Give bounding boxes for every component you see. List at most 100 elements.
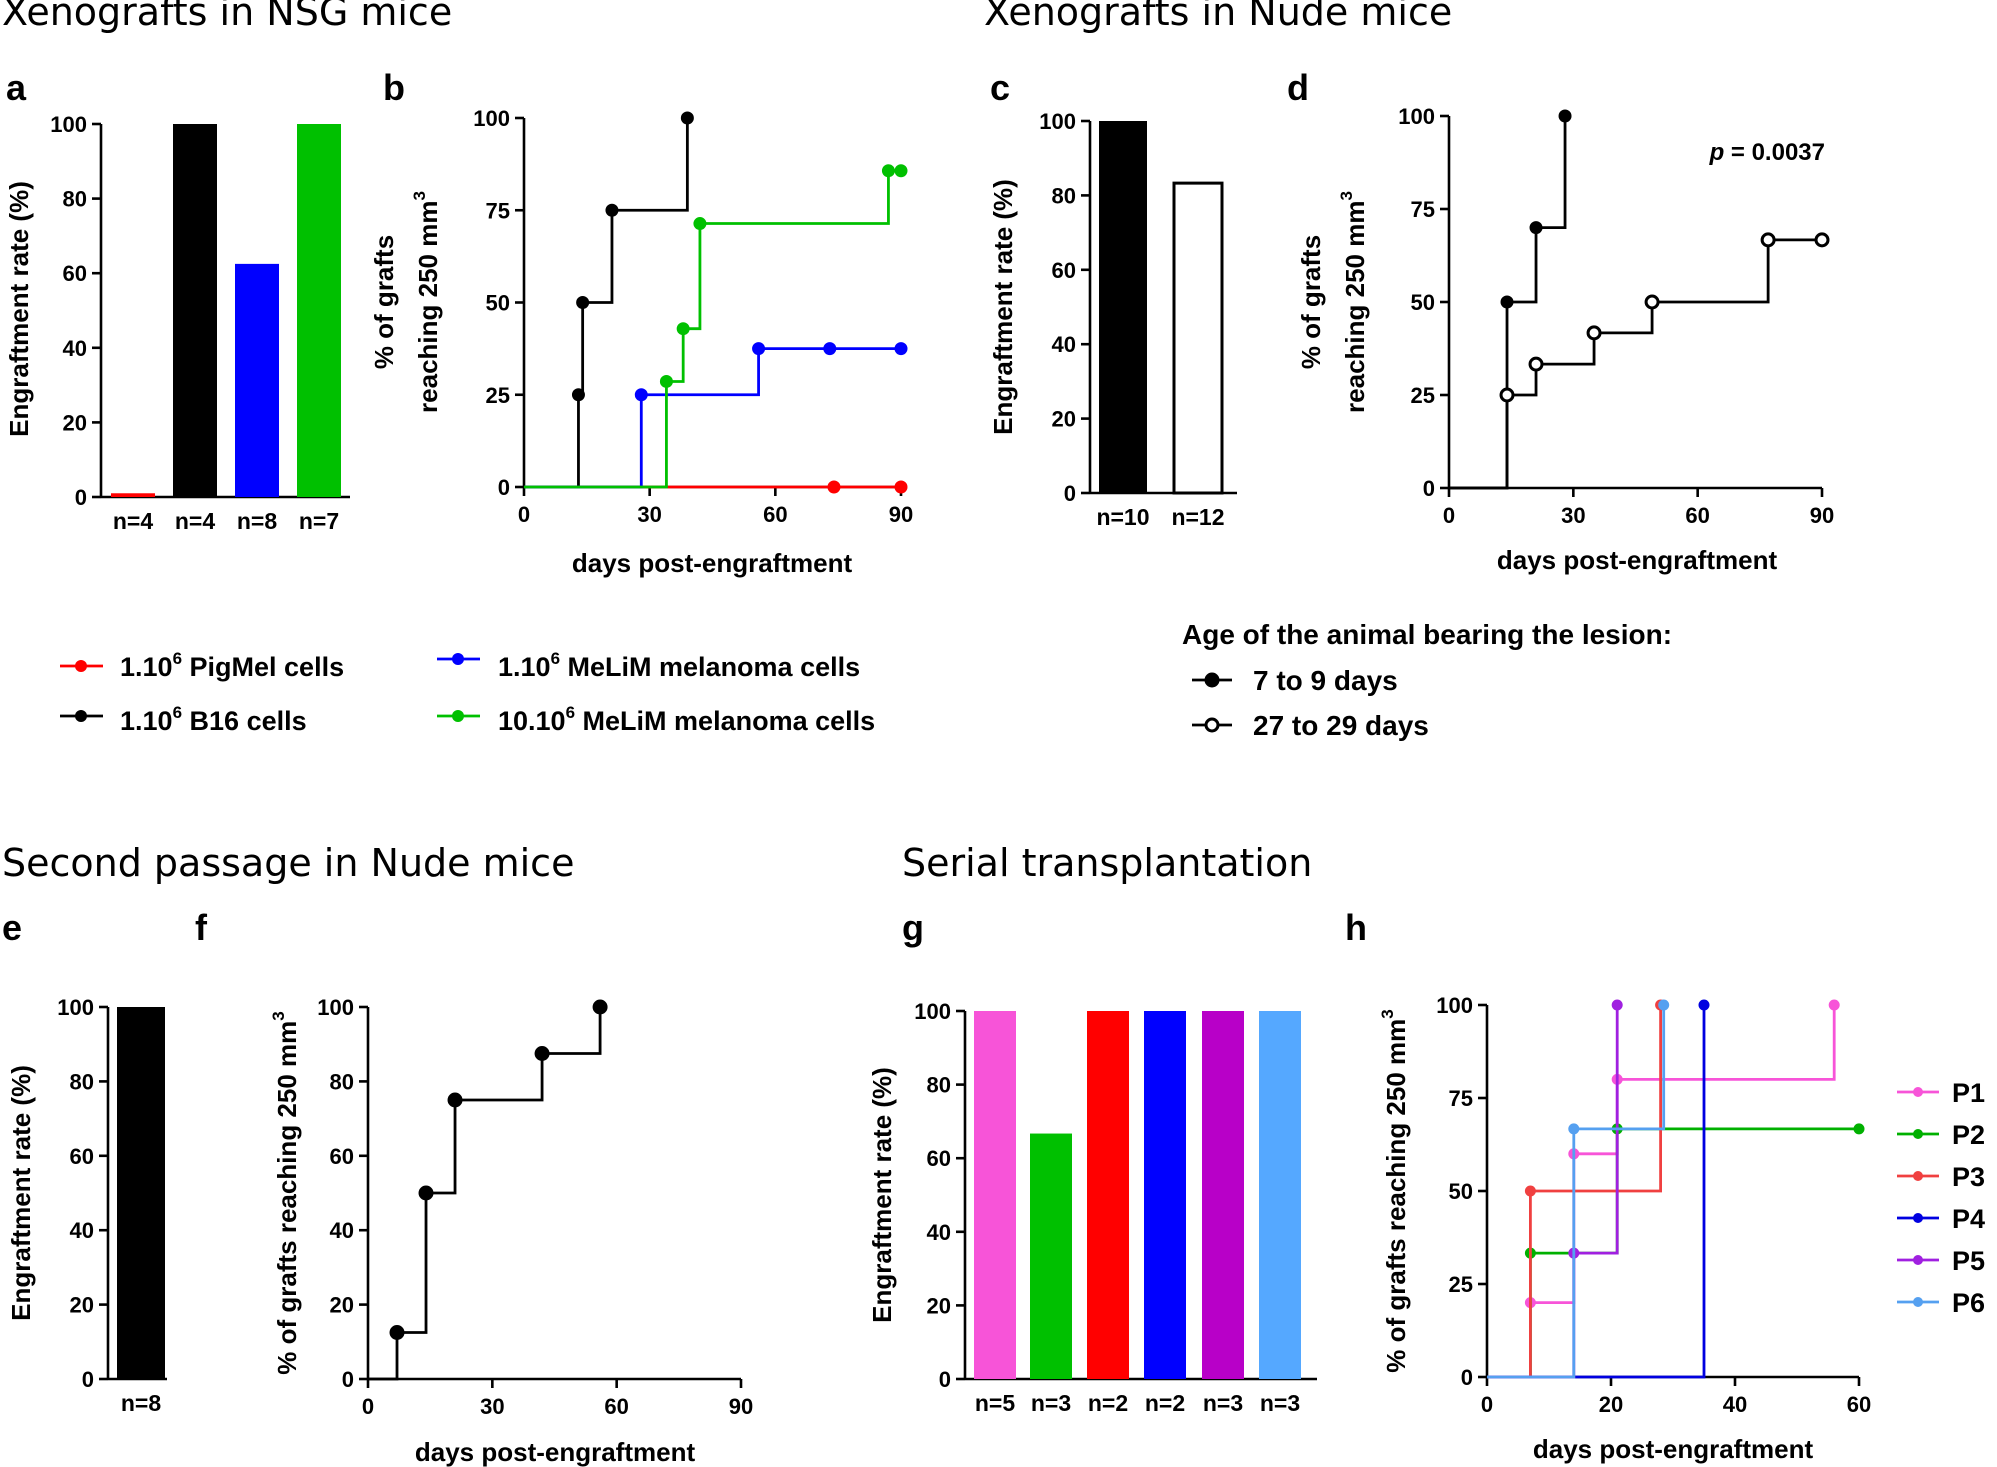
bar-4 — [297, 124, 341, 497]
y-tick-label: 60 — [330, 1144, 354, 1169]
panel-label-g: g — [902, 907, 924, 948]
data-point — [1814, 232, 1830, 248]
y-axis-label: Engraftment rate (%) — [6, 1065, 36, 1321]
bar-n-label: n=3 — [1203, 1390, 1243, 1416]
data-point — [447, 1092, 463, 1108]
section-title-serial: Serial transplantation — [902, 841, 1312, 885]
data-point — [605, 203, 619, 217]
data-point — [534, 1046, 550, 1061]
y-tick-label: 25 — [1449, 1272, 1473, 1297]
y-tick-label: 0 — [1423, 476, 1435, 501]
series-line — [524, 169, 901, 489]
data-point — [389, 1325, 405, 1340]
y-axis-label-line2: reaching 250 mm3 — [410, 191, 443, 413]
y-tick-label: 60 — [1052, 258, 1076, 283]
x-tick-label: 0 — [518, 502, 530, 527]
legend-label: 1.106 PigMel cells — [120, 649, 344, 682]
y-tick-label: 60 — [927, 1146, 951, 1171]
data-point — [894, 342, 908, 356]
legend-label: P4 — [1952, 1204, 1985, 1234]
data-point — [576, 296, 590, 309]
series-27 to 29 days — [1449, 232, 1830, 490]
data-point — [634, 388, 648, 402]
data-point — [1853, 1123, 1865, 1135]
y-tick-label: 20 — [330, 1293, 354, 1318]
bar-n-label: n=5 — [975, 1390, 1015, 1416]
data-point — [1658, 999, 1670, 1011]
bar-n-label: n=2 — [1145, 1390, 1185, 1416]
y-tick-label: 0 — [1064, 481, 1076, 506]
bar-2 — [173, 124, 217, 497]
y-tick-label: 80 — [330, 1069, 354, 1094]
y-tick-label: 100 — [1436, 993, 1473, 1018]
legend-label: P1 — [1952, 1078, 1985, 1108]
x-tick-label: 40 — [1723, 1392, 1747, 1417]
legend-marker — [75, 660, 87, 672]
data-point — [1499, 387, 1515, 403]
legend-age: Age of the animal bearing the lesion: 7 t… — [1182, 619, 1672, 741]
x-axis-label: days post-engraftment — [1533, 1434, 1814, 1464]
data-point — [1524, 1185, 1536, 1197]
data-point — [894, 164, 908, 178]
bar-n-label: n=8 — [121, 1390, 161, 1416]
y-axis-label: Engraftment rate (%) — [988, 179, 1018, 435]
y-tick-label: 0 — [82, 1367, 94, 1392]
bar-1 — [117, 1007, 165, 1379]
x-tick-label: 0 — [1481, 1392, 1493, 1417]
legend-label: P3 — [1952, 1162, 1985, 1192]
y-tick-label: 0 — [1461, 1365, 1473, 1390]
legend-age-label: 7 to 9 days — [1253, 665, 1398, 696]
y-tick-label: 100 — [1398, 104, 1435, 129]
y-tick-label: 100 — [50, 112, 87, 137]
bar-n-label: n=8 — [237, 508, 277, 534]
legend-marker — [1204, 672, 1220, 688]
y-axis-label-line1: % of grafts — [1296, 235, 1326, 369]
data-point — [1528, 356, 1544, 372]
legend-label: 10.106 MeLiM melanoma cells — [498, 703, 875, 736]
data-point — [1558, 109, 1572, 123]
legend-marker — [1913, 1255, 1923, 1265]
bar-n-label: n=12 — [1171, 504, 1224, 530]
y-tick-label: 25 — [486, 383, 510, 408]
y-tick-label: 0 — [498, 475, 510, 500]
x-tick-label: 30 — [1561, 503, 1585, 528]
x-tick-label: 30 — [637, 502, 661, 527]
x-tick-label: 60 — [1847, 1392, 1871, 1417]
y-tick-label: 40 — [927, 1220, 951, 1245]
series-P4 — [1487, 999, 1710, 1379]
legend-age-label: 27 to 29 days — [1253, 710, 1429, 741]
series-MeLiM 10.10^6 — [524, 164, 908, 489]
x-axis-label: days post-engraftment — [1497, 545, 1778, 575]
panel-g: g 0 20 40 60 80 100 Engraftment rate (%) n=5 n=3 n… — [867, 907, 1317, 1416]
series-B16 — [524, 111, 694, 489]
bar-5 — [1202, 1011, 1244, 1379]
data-point — [418, 1185, 434, 1201]
y-tick-label: 40 — [63, 336, 87, 361]
y-tick-label: 0 — [939, 1367, 951, 1392]
section-title-nude: Xenografts in Nude mice — [984, 0, 1452, 34]
series-7 to 9 days — [1449, 109, 1572, 490]
y-tick-label: 100 — [57, 995, 94, 1020]
section-title-nsg: Xenografts in NSG mice — [2, 0, 452, 34]
legend-marker — [1913, 1129, 1923, 1139]
panel-label-d: d — [1287, 67, 1309, 108]
y-tick-label: 0 — [342, 1367, 354, 1392]
y-tick-label: 50 — [1411, 290, 1435, 315]
series-P2 — [1487, 1123, 1865, 1379]
series-P6 — [1487, 999, 1670, 1379]
y-tick-label: 20 — [1052, 407, 1076, 432]
legend-marker — [1913, 1171, 1923, 1181]
bar-1 — [111, 493, 155, 497]
series-second passage — [368, 999, 608, 1381]
panel-b: b 0 25 50 75 100 0 30 60 90 days post-engraftment%… — [369, 67, 913, 578]
panel-h: h 0 25 50 75 100 0 20 40 60 days post-engraftment%… — [1345, 907, 1985, 1464]
bar-n-label: n=7 — [299, 508, 339, 534]
data-point — [823, 342, 837, 356]
x-tick-label: 90 — [889, 502, 913, 527]
panel-f: f 0 20 40 60 80 100 0 30 60 90 days post-engraftmen… — [195, 907, 753, 1467]
panel-label-h: h — [1345, 907, 1367, 948]
series-line — [524, 118, 689, 489]
panel-a: a 0 20 40 60 80 100 Engraftment rate (%) n=4 n=4 n… — [4, 67, 350, 534]
series-line — [1449, 238, 1822, 490]
